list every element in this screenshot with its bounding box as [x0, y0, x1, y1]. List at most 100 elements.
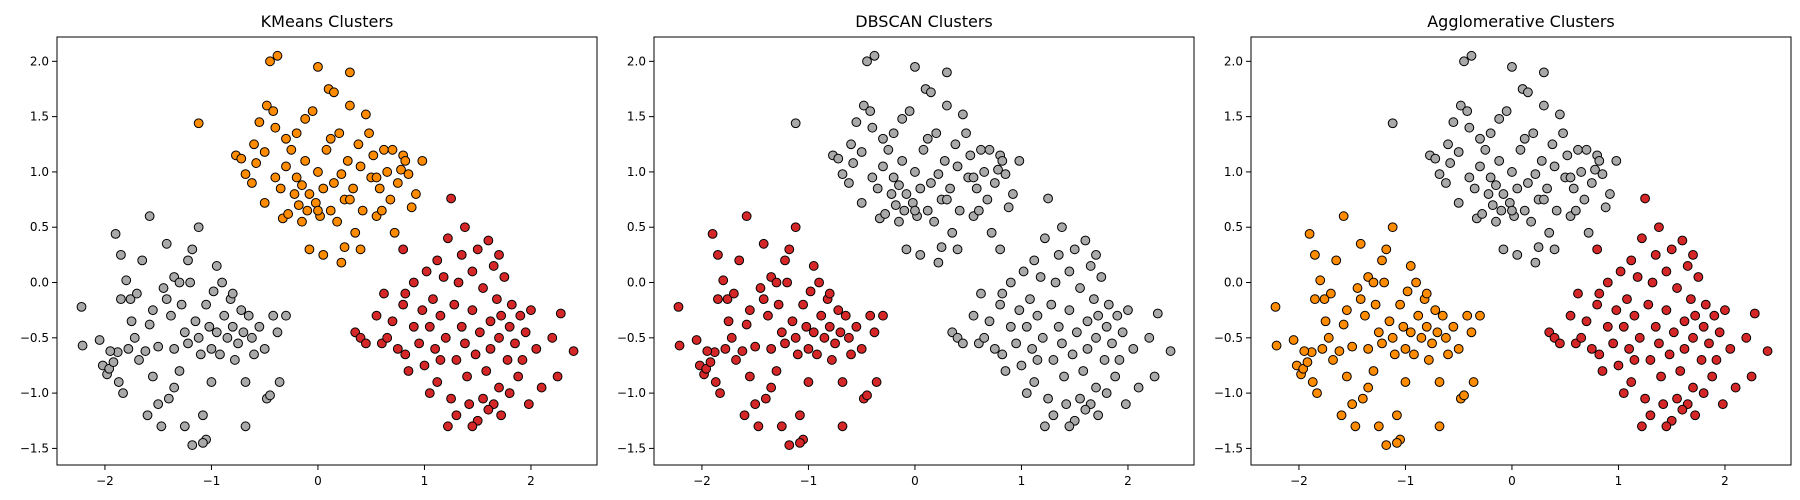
data-point	[763, 310, 773, 321]
data-point	[1430, 305, 1441, 316]
data-point	[478, 393, 488, 404]
data-point	[494, 332, 504, 343]
data-point	[922, 205, 933, 216]
data-point	[890, 200, 901, 211]
data-point	[1421, 288, 1432, 299]
data-point	[1387, 332, 1398, 343]
data-point	[1677, 404, 1688, 415]
data-point	[844, 332, 854, 343]
data-point	[1400, 343, 1411, 354]
plot-frame	[1250, 36, 1792, 466]
data-point	[357, 205, 368, 216]
data-point	[1271, 340, 1282, 351]
x-tick-label: 1	[421, 474, 429, 488]
data-point	[897, 155, 908, 166]
data-point	[1675, 366, 1686, 376]
data-point	[1696, 355, 1707, 365]
data-point	[411, 189, 421, 199]
data-point	[1672, 393, 1682, 404]
data-point	[1416, 332, 1427, 343]
x-tick-label: −1	[203, 474, 221, 488]
y-tick-label: −1.5	[1214, 441, 1243, 455]
data-point	[865, 106, 876, 116]
y-tick-label: 1.5	[627, 110, 646, 124]
data-point	[474, 327, 485, 338]
data-point	[1075, 393, 1085, 404]
data-point	[321, 144, 332, 155]
data-point	[403, 169, 414, 180]
data-point	[272, 50, 283, 61]
data-point	[1027, 343, 1038, 354]
data-point	[1363, 382, 1374, 393]
data-point	[1355, 238, 1366, 249]
data-point	[504, 388, 515, 399]
data-point	[833, 305, 844, 316]
data-point	[485, 343, 496, 354]
data-point	[997, 349, 1008, 360]
data-point	[297, 180, 307, 191]
data-point	[261, 100, 272, 111]
data-point	[336, 169, 347, 180]
data-point	[1338, 211, 1349, 222]
data-point	[947, 227, 958, 238]
data-point	[771, 277, 782, 288]
data-point	[1384, 316, 1395, 327]
data-point	[1466, 50, 1477, 61]
data-point	[942, 194, 952, 205]
data-point	[467, 305, 478, 316]
data-point	[446, 393, 456, 404]
data-point	[304, 244, 315, 255]
data-point	[1323, 332, 1334, 343]
data-point	[318, 183, 329, 194]
data-point	[1704, 338, 1714, 349]
y-tick-label: 0.5	[1224, 220, 1243, 234]
data-point	[297, 216, 307, 227]
data-point	[926, 87, 936, 98]
data-point	[1707, 371, 1718, 382]
data-point	[1057, 338, 1067, 349]
data-point	[233, 338, 243, 349]
data-point	[1730, 382, 1741, 393]
data-point	[957, 109, 968, 120]
data-point	[483, 235, 494, 246]
data-point	[1725, 343, 1736, 354]
data-point	[1597, 366, 1608, 376]
data-point	[915, 183, 926, 194]
data-point	[1443, 349, 1453, 360]
data-point	[169, 382, 180, 393]
data-point	[750, 399, 761, 410]
data-point	[1091, 249, 1101, 260]
data-point	[536, 382, 547, 393]
data-point	[140, 346, 151, 356]
data-point	[1533, 242, 1544, 253]
data-point	[1091, 332, 1101, 343]
data-point	[1477, 209, 1488, 219]
data-point	[174, 366, 185, 376]
data-point	[513, 371, 524, 382]
data-point	[229, 355, 240, 365]
data-point	[1005, 321, 1016, 332]
data-point	[526, 305, 536, 316]
data-point	[989, 343, 1000, 354]
data-point	[1634, 332, 1645, 343]
data-point	[1666, 244, 1677, 255]
data-point	[291, 172, 302, 183]
data-point	[552, 371, 563, 382]
data-point	[1430, 153, 1441, 164]
data-point	[1357, 393, 1368, 404]
data-point	[1338, 319, 1349, 330]
data-point	[750, 341, 761, 352]
data-point	[406, 202, 417, 213]
data-point	[976, 288, 986, 299]
x-tick-label: 0	[911, 474, 919, 488]
data-point	[198, 437, 208, 448]
data-point	[1714, 327, 1725, 338]
data-point	[144, 211, 155, 222]
data-point	[1336, 410, 1347, 421]
data-point	[795, 410, 805, 421]
data-point	[1133, 382, 1144, 393]
data-point	[348, 183, 358, 194]
data-point	[1165, 346, 1176, 356]
data-point	[1643, 299, 1654, 310]
data-point	[417, 155, 428, 166]
